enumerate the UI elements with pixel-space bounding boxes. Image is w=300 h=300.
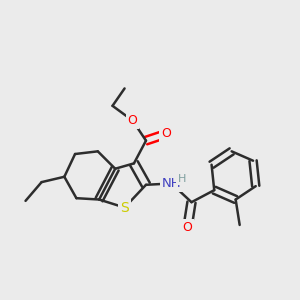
Text: S: S: [120, 201, 129, 214]
Text: NH: NH: [162, 177, 181, 190]
Text: O: O: [182, 221, 192, 234]
Text: O: O: [161, 128, 171, 140]
Text: H: H: [177, 174, 186, 184]
Text: O: O: [128, 114, 137, 127]
